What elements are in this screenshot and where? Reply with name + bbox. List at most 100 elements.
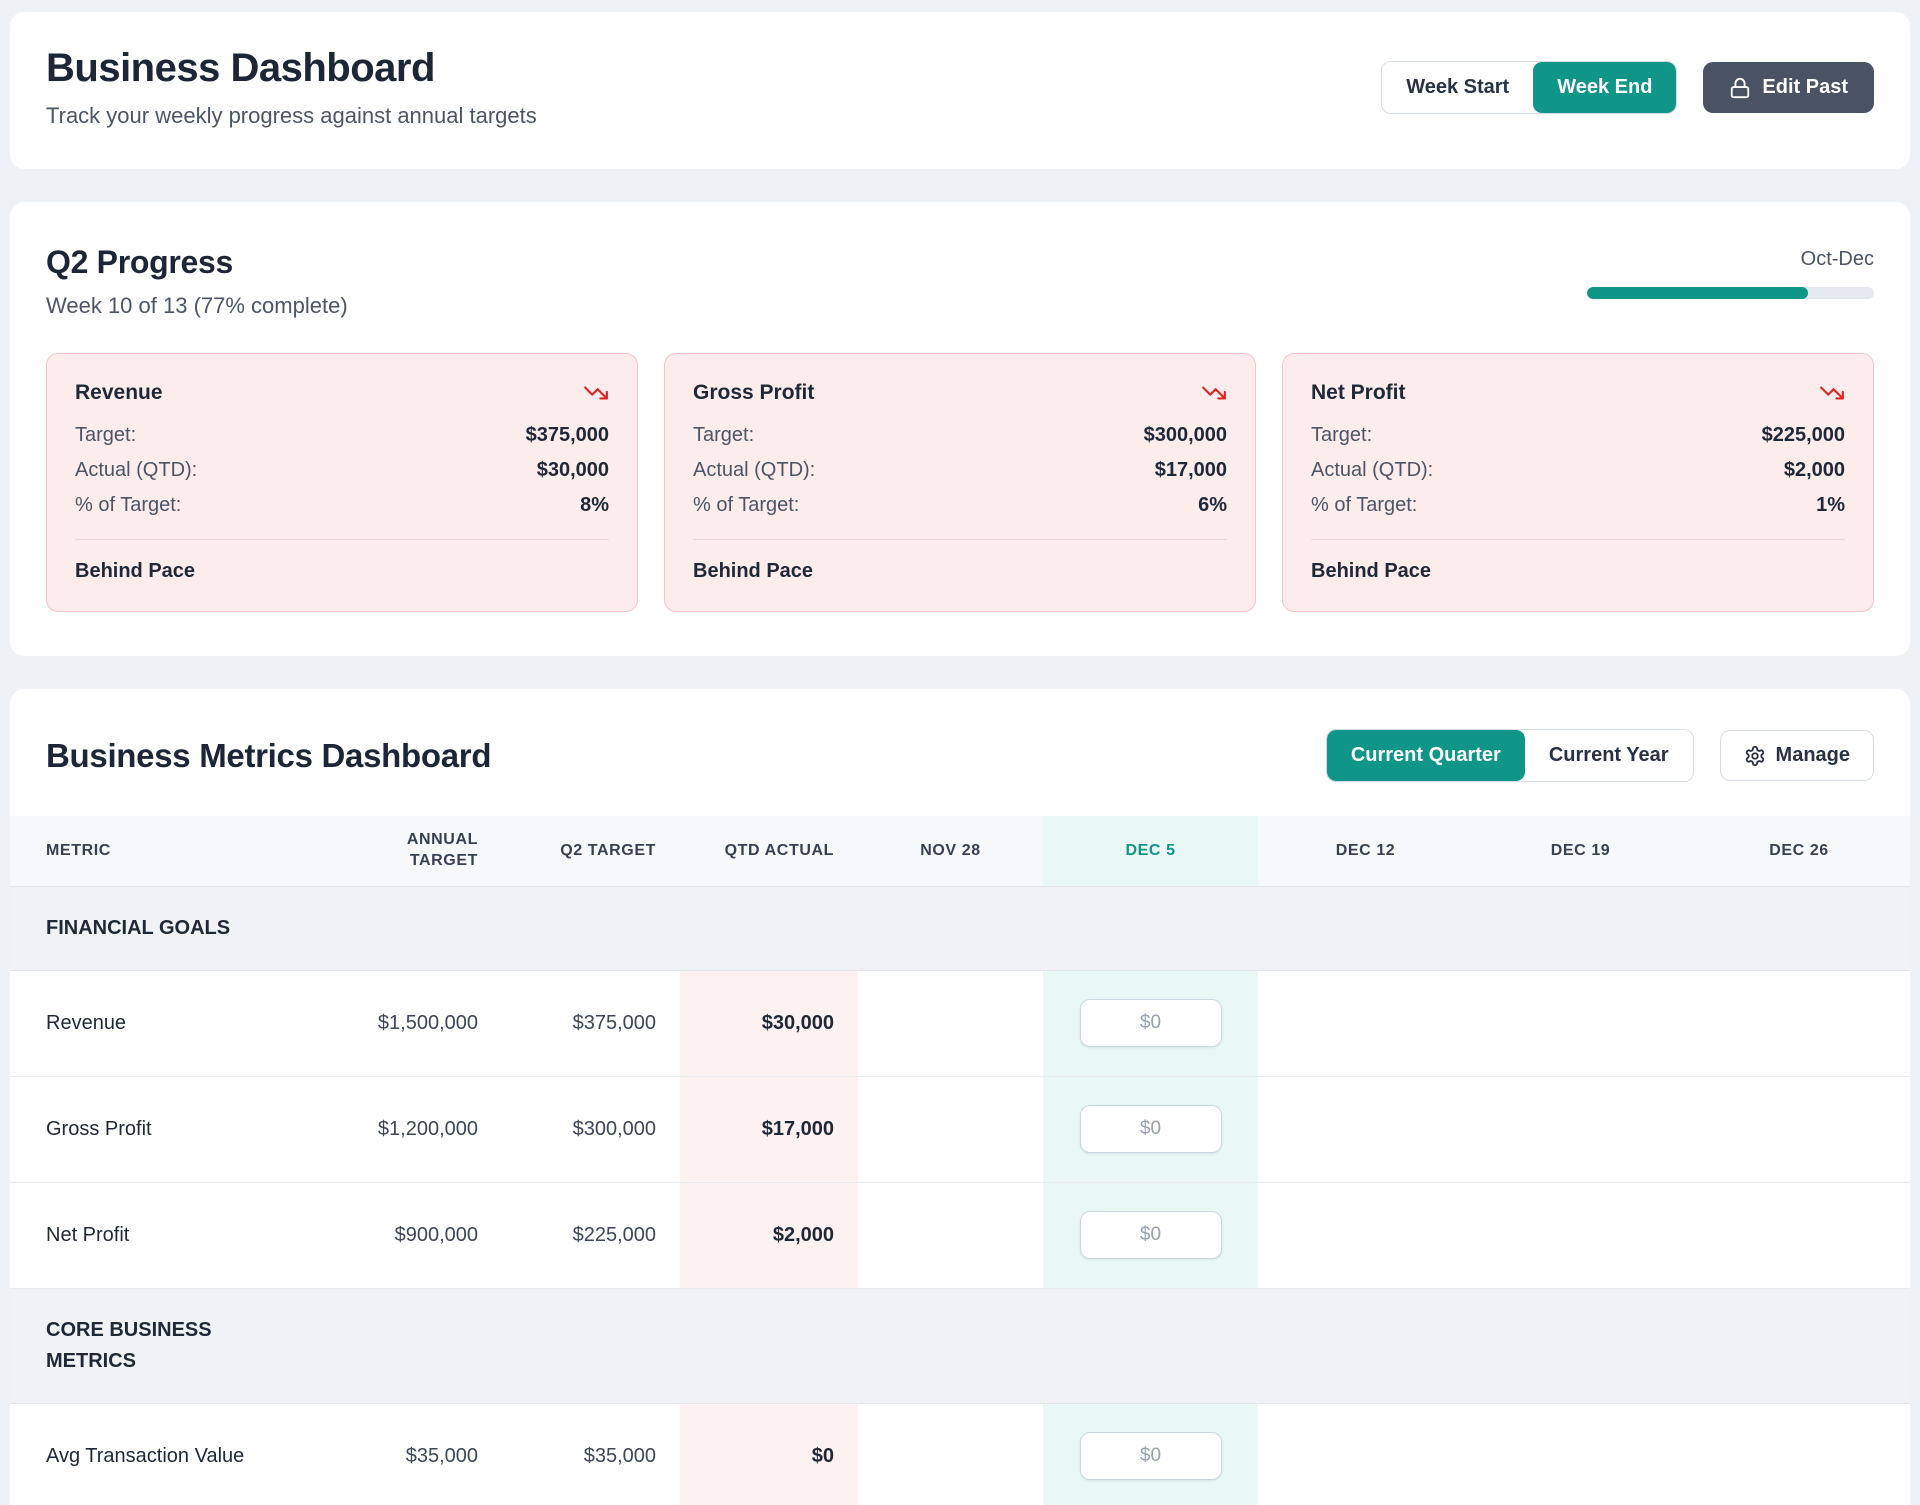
metric-name: Gross Profit — [10, 1076, 302, 1182]
pace-status: Behind Pace — [693, 560, 1227, 583]
table-header-row: METRIC ANNUAL TARGET Q2 TARGET QTD ACTUA… — [10, 816, 1910, 886]
week-cell-nov-28 — [858, 1403, 1043, 1505]
week-end-button[interactable]: Week End — [1533, 62, 1676, 113]
page-title: Business Dashboard — [46, 46, 537, 91]
q2-heading: Q2 Progress Week 10 of 13 (77% complete) — [46, 244, 348, 319]
metric-name: Net Profit — [10, 1182, 302, 1288]
week-start-button[interactable]: Week Start — [1382, 62, 1533, 113]
pct-value: 1% — [1816, 494, 1845, 517]
actual-value: $17,000 — [1155, 459, 1227, 482]
q2-progress-bar — [1587, 287, 1874, 299]
target-value: $375,000 — [526, 424, 609, 447]
table-row-revenue: Revenue $1,500,000 $375,000 $30,000 — [10, 970, 1910, 1076]
current-year-button[interactable]: Current Year — [1525, 730, 1693, 781]
q2-target-value: $35,000 — [502, 1403, 680, 1505]
pace-status: Behind Pace — [75, 560, 609, 583]
pct-value: 6% — [1198, 494, 1227, 517]
target-value: $300,000 — [1144, 424, 1227, 447]
target-label: Target: — [693, 424, 754, 447]
card-divider — [693, 539, 1227, 540]
annual-target-value: $900,000 — [302, 1182, 502, 1288]
metrics-title: Business Metrics Dashboard — [46, 737, 491, 775]
qtd-actual-value: $0 — [680, 1403, 858, 1505]
metric-card-title: Revenue — [75, 381, 163, 405]
q2-progress-fill — [1587, 287, 1808, 299]
lock-icon — [1729, 77, 1751, 99]
week-value-input[interactable] — [1080, 999, 1222, 1047]
week-value-input[interactable] — [1080, 1105, 1222, 1153]
actual-label: Actual (QTD): — [1311, 459, 1433, 482]
edit-past-label: Edit Past — [1762, 76, 1848, 99]
week-cell-dec-5 — [1043, 1182, 1258, 1288]
pace-status: Behind Pace — [1311, 560, 1845, 583]
actual-value: $30,000 — [537, 459, 609, 482]
metric-name: Revenue — [10, 970, 302, 1076]
q2-progress-section: Q2 Progress Week 10 of 13 (77% complete)… — [10, 202, 1910, 656]
trending-down-icon — [583, 380, 609, 406]
group-header-core-business-metrics: CORE BUSINESS METRICS — [10, 1288, 1910, 1403]
group-header-financial-goals: FINANCIAL GOALS — [10, 886, 1910, 970]
business-metrics-section: Business Metrics Dashboard Current Quart… — [10, 689, 1910, 1505]
current-quarter-button[interactable]: Current Quarter — [1327, 730, 1525, 781]
q2-target-value: $225,000 — [502, 1182, 680, 1288]
manage-label: Manage — [1776, 744, 1850, 767]
week-cell-dec-26 — [1688, 1403, 1910, 1505]
week-cell-dec-19 — [1473, 970, 1688, 1076]
week-cell-dec-26 — [1688, 1182, 1910, 1288]
q2-subtitle: Week 10 of 13 (77% complete) — [46, 293, 348, 319]
edit-past-button[interactable]: Edit Past — [1703, 62, 1874, 113]
metric-name: Avg Transaction Value — [10, 1403, 302, 1505]
group-label: CORE BUSINESS METRICS — [46, 1315, 276, 1377]
page-subtitle: Track your weekly progress against annua… — [46, 103, 537, 129]
actual-value: $2,000 — [1784, 459, 1845, 482]
week-toggle: Week Start Week End — [1381, 61, 1677, 114]
annual-target-value: $1,500,000 — [302, 970, 502, 1076]
actual-label: Actual (QTD): — [693, 459, 815, 482]
week-cell-dec-26 — [1688, 1076, 1910, 1182]
q2-target-value: $300,000 — [502, 1076, 680, 1182]
week-cell-dec-12 — [1258, 1076, 1473, 1182]
gear-icon — [1744, 745, 1766, 767]
metric-card-net-profit: Net Profit Target:$225,000 Actual (QTD):… — [1282, 353, 1874, 612]
manage-button[interactable]: Manage — [1720, 730, 1874, 781]
metrics-table: METRIC ANNUAL TARGET Q2 TARGET QTD ACTUA… — [10, 816, 1910, 1505]
trending-down-icon — [1819, 380, 1845, 406]
metric-card-revenue: Revenue Target: $375,000 Actual (QTD): $30… — [46, 353, 638, 612]
col-header-qtd-actual: QTD ACTUAL — [680, 816, 858, 886]
target-label: Target: — [1311, 424, 1372, 447]
header-actions: Week Start Week End Edit Past — [1381, 61, 1874, 114]
qtd-actual-value: $30,000 — [680, 970, 858, 1076]
metrics-actions: Current Quarter Current Year Manage — [1326, 729, 1874, 782]
week-value-input[interactable] — [1080, 1432, 1222, 1480]
week-value-input[interactable] — [1080, 1211, 1222, 1259]
q2-progress-block: Oct-Dec — [1587, 244, 1874, 299]
col-header-dec-5: DEC 5 — [1043, 816, 1258, 886]
metric-card-gross-profit: Gross Profit Target:$300,000 Actual (QTD… — [664, 353, 1256, 612]
week-cell-dec-5 — [1043, 1076, 1258, 1182]
col-header-q2-target: Q2 TARGET — [502, 816, 680, 886]
page-header-text: Business Dashboard Track your weekly pro… — [46, 46, 537, 129]
annual-target-value: $1,200,000 — [302, 1076, 502, 1182]
qtd-actual-value: $2,000 — [680, 1182, 858, 1288]
table-row-gross-profit: Gross Profit $1,200,000 $300,000 $17,000 — [10, 1076, 1910, 1182]
week-cell-dec-5 — [1043, 970, 1258, 1076]
page-header: Business Dashboard Track your weekly pro… — [10, 12, 1910, 169]
table-row-avg-transaction-value: Avg Transaction Value $35,000 $35,000 $0 — [10, 1403, 1910, 1505]
target-label: Target: — [75, 424, 136, 447]
pct-label: % of Target: — [693, 494, 799, 517]
col-header-metric: METRIC — [10, 816, 302, 886]
week-cell-dec-26 — [1688, 970, 1910, 1076]
group-label: FINANCIAL GOALS — [46, 913, 276, 944]
actual-label: Actual (QTD): — [75, 459, 197, 482]
week-cell-dec-5 — [1043, 1403, 1258, 1505]
week-cell-dec-19 — [1473, 1182, 1688, 1288]
annual-target-value: $35,000 — [302, 1403, 502, 1505]
week-cell-dec-12 — [1258, 1403, 1473, 1505]
pct-label: % of Target: — [1311, 494, 1417, 517]
q2-metric-cards: Revenue Target: $375,000 Actual (QTD): $30… — [46, 353, 1874, 612]
pct-value: 8% — [580, 494, 609, 517]
q2-period-label: Oct-Dec — [1587, 248, 1874, 271]
week-cell-dec-19 — [1473, 1076, 1688, 1182]
qtd-actual-value: $17,000 — [680, 1076, 858, 1182]
trending-down-icon — [1201, 380, 1227, 406]
